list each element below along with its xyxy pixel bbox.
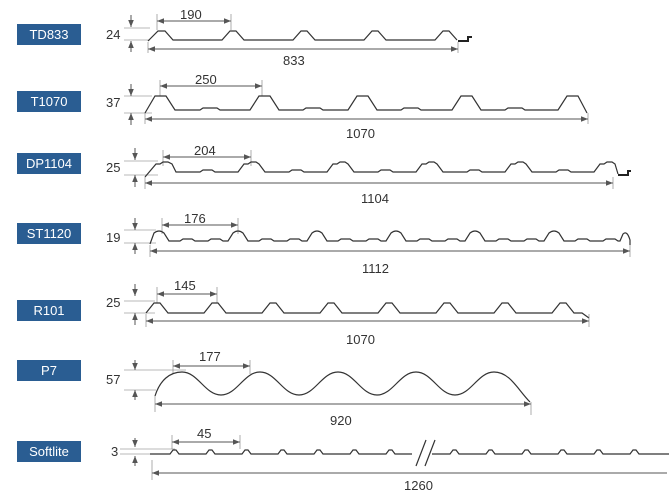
- height-label-p7: 57: [106, 372, 120, 387]
- profile-line-td833: [147, 30, 458, 42]
- pitch-label-st1120: 176: [184, 211, 206, 226]
- profile-badge-st1120: ST1120: [17, 223, 81, 244]
- width-label-t1070: 1070: [346, 126, 375, 141]
- profile-line-dp1104: [144, 161, 619, 178]
- height-label-dp1104: 25: [106, 160, 120, 175]
- profile-line-softlite-right: [432, 449, 669, 455]
- pitch-label-p7: 177: [199, 349, 221, 364]
- profile-line-p7: [154, 371, 531, 403]
- pitch-label-dp1104: 204: [194, 143, 216, 158]
- break-mark-right: [424, 439, 436, 467]
- profile-badge-softlite: Softlite: [17, 441, 81, 462]
- height-label-td833: 24: [106, 27, 120, 42]
- profile-line-r101: [145, 302, 590, 319]
- pitch-label-t1070: 250: [195, 72, 217, 87]
- profile-badge-td833: TD833: [17, 24, 81, 45]
- profile-p7: 57 177 920: [106, 349, 532, 428]
- profile-r101: 25 145 1070: [106, 278, 590, 347]
- height-label-t1070: 37: [106, 95, 120, 110]
- pitch-label-td833: 190: [180, 7, 202, 22]
- width-label-p7: 920: [330, 413, 352, 428]
- profile-t1070: 37 250 1070: [106, 72, 589, 141]
- height-label-r101: 25: [106, 295, 120, 310]
- profile-td833: 24 190 833: [106, 7, 472, 68]
- width-label-td833: 833: [283, 53, 305, 68]
- height-label-st1120: 19: [106, 230, 120, 245]
- pitch-label-softlite: 45: [197, 426, 211, 441]
- profile-badge-p7: P7: [17, 360, 81, 381]
- profile-badge-t1070: T1070: [17, 91, 81, 112]
- profile-line-st1120: [149, 230, 631, 245]
- profile-st1120: 19 176 1112: [106, 211, 631, 276]
- profile-badge-r101: R101: [17, 300, 81, 321]
- profile-softlite: 3 45 1260: [111, 426, 669, 493]
- pitch-label-r101: 145: [174, 278, 196, 293]
- width-label-r101: 1070: [346, 332, 375, 347]
- height-label-softlite: 3: [111, 444, 118, 459]
- profile-dp1104: 25 204 1104: [106, 143, 631, 206]
- break-mark-left: [415, 439, 427, 467]
- profile-line-t1070: [144, 95, 588, 114]
- profile-badge-dp1104: DP1104: [17, 153, 81, 174]
- width-label-dp1104: 1104: [361, 191, 389, 206]
- width-label-softlite: 1260: [404, 478, 433, 493]
- width-label-st1120: 1112: [362, 261, 389, 276]
- profile-line-softlite-left: [150, 449, 412, 455]
